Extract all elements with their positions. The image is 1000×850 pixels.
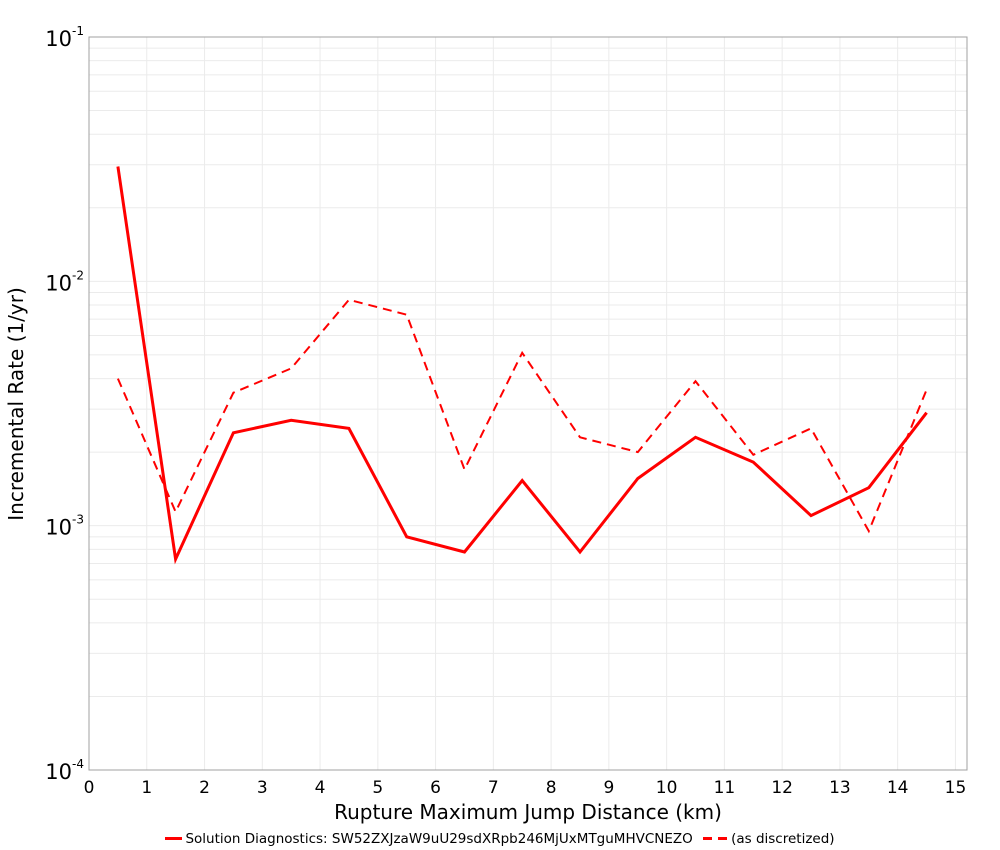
legend-item-solution: Solution Diagnostics: SW52ZXJzaW9uU29sdX… [165, 830, 693, 847]
solution-series-line [116, 166, 928, 565]
x-tick-label: 0 [84, 778, 95, 798]
plot-background [89, 37, 967, 770]
x-axis-ticks: 0 1 2 3 4 5 6 7 8 9 10 11 12 13 14 15 [84, 778, 967, 798]
x-tick-label: 14 [887, 778, 909, 798]
y-tick-label: 10-3 [45, 513, 84, 540]
x-tick-label: 5 [372, 778, 383, 798]
y-tick-label: 10-2 [45, 268, 84, 295]
y-tick-label: 10-4 [45, 757, 84, 784]
discretized-series-line [116, 298, 928, 534]
x-tick-label: 12 [771, 778, 793, 798]
data-series [116, 166, 928, 565]
x-tick-label: 9 [603, 778, 614, 798]
x-tick-label: 4 [315, 778, 326, 798]
legend-label-solution: Solution Diagnostics: SW52ZXJzaW9uU29sdX… [185, 830, 693, 847]
x-tick-label: 2 [199, 778, 210, 798]
y-tick-label: 10-1 [45, 24, 84, 51]
grid-lines [89, 37, 967, 770]
x-tick-label: 13 [829, 778, 851, 798]
y-axis-title: Incremental Rate (1/yr) [4, 287, 28, 520]
x-tick-label: 6 [430, 778, 441, 798]
legend-label-discretized: (as discretized) [731, 830, 835, 847]
x-tick-label: 8 [546, 778, 557, 798]
plot-border [88, 36, 968, 771]
legend-item-discretized: (as discretized) [697, 830, 835, 847]
solid-line-swatch-icon [165, 837, 183, 840]
x-tick-label: 3 [257, 778, 268, 798]
x-tick-label: 11 [714, 778, 736, 798]
legend: Solution Diagnostics: SW52ZXJzaW9uU29sdX… [0, 828, 1000, 847]
x-tick-label: 10 [656, 778, 678, 798]
dashed-line-swatch-icon [703, 837, 728, 840]
x-axis-title: Rupture Maximum Jump Distance (km) [334, 800, 722, 824]
y-axis-ticks: 10-1 10-2 10-3 10-4 [45, 24, 84, 784]
x-tick-label: 7 [488, 778, 499, 798]
x-tick-label: 15 [945, 778, 967, 798]
x-tick-label: 1 [141, 778, 152, 798]
